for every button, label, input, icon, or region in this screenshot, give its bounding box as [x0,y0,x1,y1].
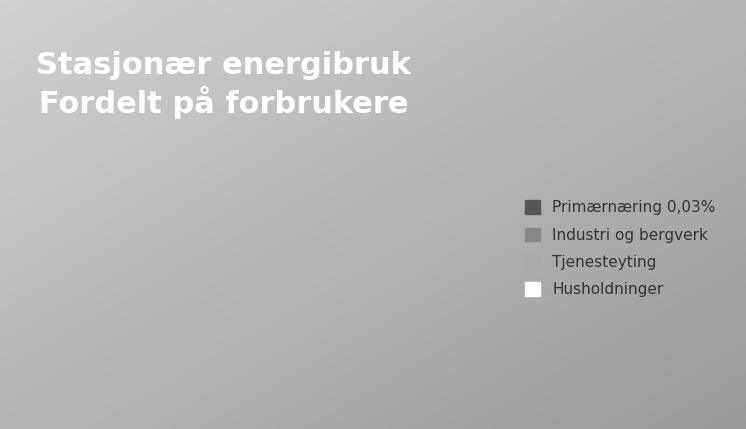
Text: 1 %: 1 % [204,88,233,102]
Legend: Primærnæring 0,03%, Industri og bergverk, Tjenesteyting, Husholdninger: Primærnæring 0,03%, Industri og bergverk… [517,193,724,305]
Wedge shape [183,120,224,253]
Wedge shape [90,119,357,387]
Text: Stasjonær energibruk
Fordelt på forbrukere: Stasjonær energibruk Fordelt på forbruke… [37,51,411,119]
Text: 4 %: 4 % [180,91,209,105]
Wedge shape [216,119,224,253]
